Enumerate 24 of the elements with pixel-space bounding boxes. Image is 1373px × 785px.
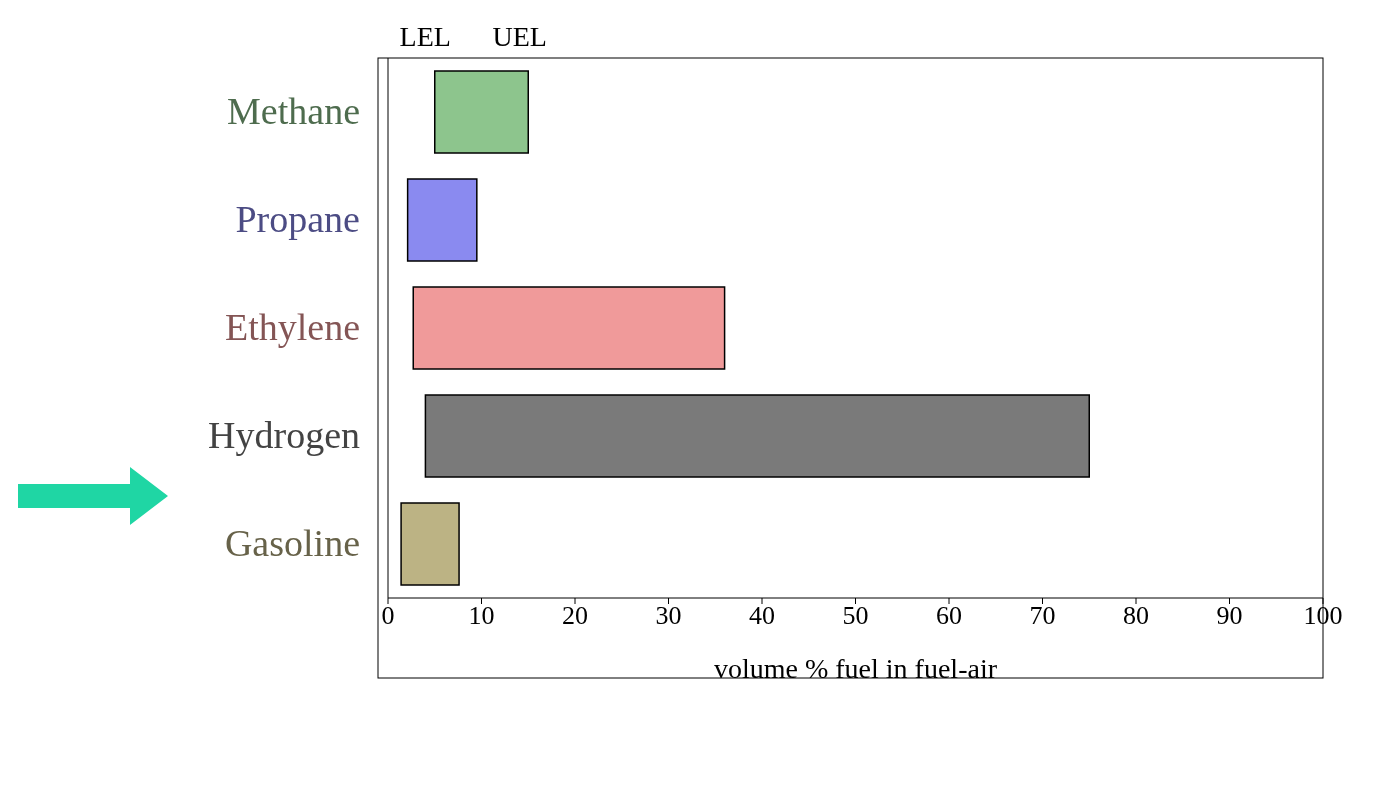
bar	[400, 502, 460, 586]
x-tick-label: 70	[1029, 601, 1056, 631]
x-tick-label: 20	[562, 601, 588, 631]
x-tick-label: 80	[1123, 601, 1149, 631]
x-tick-label: 30	[655, 601, 682, 631]
y-tick-label: Gasoline	[224, 522, 360, 564]
x-tick-label: 90	[1216, 601, 1243, 631]
x-tick-label: 0	[381, 601, 395, 631]
bar	[424, 394, 1090, 478]
x-tick-label: 10	[468, 601, 495, 631]
bar	[434, 70, 529, 154]
x-tick-label: 100	[1303, 601, 1343, 631]
y-tick-label: Propane	[235, 198, 360, 240]
x-tick-label: 50	[842, 601, 869, 631]
bar	[406, 178, 478, 262]
y-tick-label: Methane	[227, 90, 360, 132]
text: LEL	[399, 21, 451, 52]
x-tick-label: 40	[749, 601, 775, 631]
y-tick-label: Hydrogen	[208, 414, 360, 456]
x-tick-label: 60	[936, 601, 962, 631]
x-axis-title: volume % fuel in fuel-air	[713, 653, 998, 684]
text: UEL	[492, 21, 547, 52]
bar	[412, 286, 726, 370]
y-tick-label: Ethylene	[224, 306, 360, 348]
